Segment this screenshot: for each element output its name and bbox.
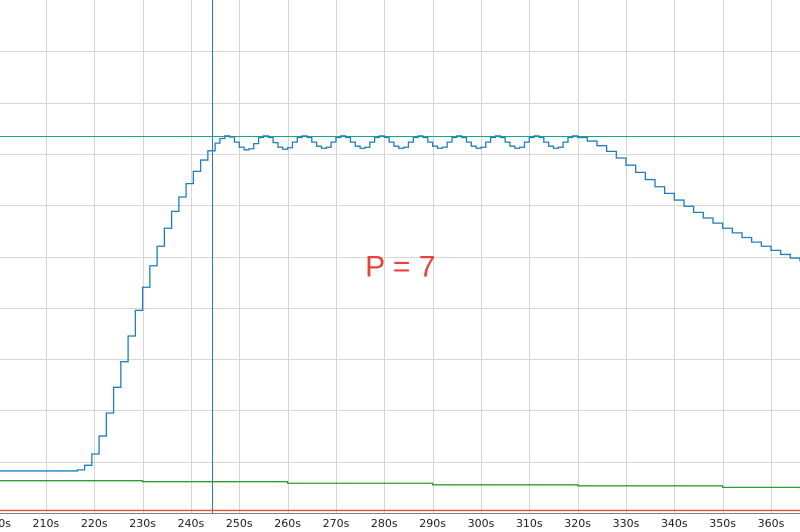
x-tick-label: 350s (709, 517, 736, 530)
x-tick-label: 230s (129, 517, 156, 530)
annotation-label: P = 7 (365, 251, 435, 284)
series-group (0, 135, 800, 512)
x-tick-labels: 200s 210s 220s 230s 240s 250s 260s 270s 280s 290s… (0, 517, 785, 530)
x-tick-label: 310s (516, 517, 543, 530)
x-tick-label: 250s (226, 517, 253, 530)
x-tick-label: 360s (758, 517, 785, 530)
x-tick-label: 340s (661, 517, 688, 530)
series-line-2 (0, 480, 800, 489)
x-tick-label: 240s (178, 517, 205, 530)
x-tick-label: 290s (419, 517, 446, 530)
y-gridlines (0, 51, 800, 463)
x-tick-label: 330s (613, 517, 640, 530)
x-tick-label: 260s (274, 517, 301, 530)
x-tick-label: 200s (0, 517, 11, 530)
x-tick-label: 320s (564, 517, 591, 530)
x-tick-label: 300s (468, 517, 495, 530)
x-tick-label: 220s (81, 517, 108, 530)
x-tick-label: 270s (323, 517, 350, 530)
series-line-1 (0, 135, 800, 472)
x-tick-label: 280s (371, 517, 398, 530)
x-tick-label: 210s (33, 517, 60, 530)
x-gridlines (46, 0, 772, 513)
